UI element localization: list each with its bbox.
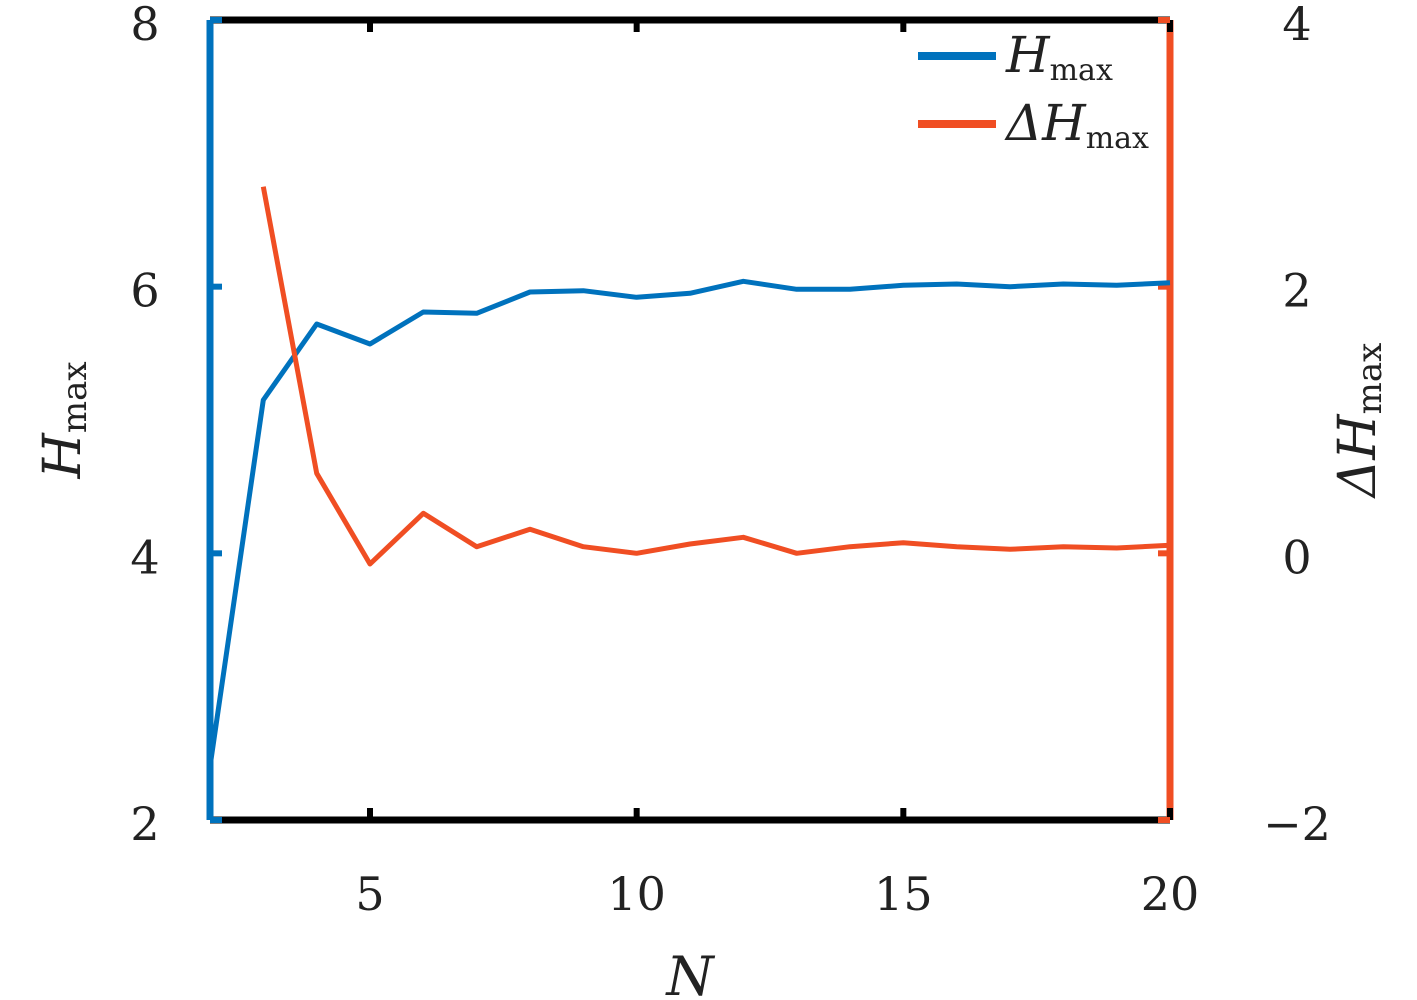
right-y-axis-title: ΔHmax [1328, 343, 1390, 500]
legend-label-hmax-main: H [1005, 26, 1051, 84]
svg-text:ΔHmax: ΔHmax [1328, 343, 1390, 500]
right-y-axis-title-sub: max [1350, 343, 1390, 415]
legend: Hmax ΔHmax [918, 26, 1149, 156]
left-y-axis-title-main: H [33, 432, 93, 480]
legend-label-hmax: Hmax [1005, 26, 1113, 88]
tick-labels: 5 10 15 20 2 4 6 8 −2 0 2 4 [130, 0, 1331, 921]
left-y-tick-label: 4 [130, 530, 159, 584]
right-y-tick-label: −2 [1263, 797, 1331, 851]
legend-label-delta-hmax-main: ΔH [1004, 94, 1087, 152]
x-axis-title: N [664, 945, 715, 1000]
left-y-tick-label: 6 [130, 264, 159, 318]
legend-label-delta-hmax-sub: max [1086, 121, 1149, 156]
legend-label-delta-hmax: ΔHmax [1004, 94, 1149, 156]
right-y-axis-title-main: ΔH [1328, 413, 1388, 500]
x-tick-label: 5 [355, 867, 384, 921]
legend-label-hmax-sub: max [1050, 53, 1113, 88]
right-y-tick-label: 2 [1282, 264, 1311, 318]
series-line-hmax [207, 278, 1171, 768]
x-tick-label: 10 [607, 867, 666, 921]
right-y-tick-label: 4 [1282, 0, 1311, 51]
left-y-tick-label: 2 [130, 797, 159, 851]
svg-text:Hmax: Hmax [33, 361, 95, 479]
left-y-axis-title: Hmax [33, 361, 95, 479]
right-y-tick-label: 0 [1282, 530, 1311, 584]
tick-marks [210, 17, 1173, 823]
series-layer [207, 186, 1171, 768]
x-tick-label: 20 [1141, 867, 1200, 921]
x-tick-label: 15 [874, 867, 933, 921]
series-line-delta-hmax [260, 186, 1171, 567]
left-y-axis-title-sub: max [55, 361, 95, 433]
left-y-tick-label: 8 [130, 0, 159, 51]
